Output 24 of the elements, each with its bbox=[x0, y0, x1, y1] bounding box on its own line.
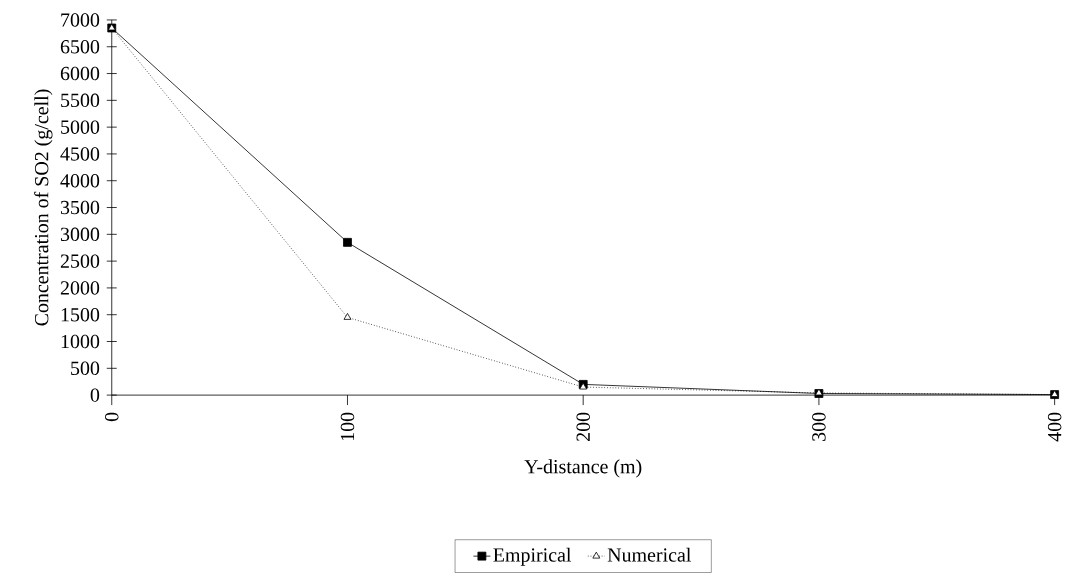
x-tick-label: 300 bbox=[812, 412, 826, 442]
y-axis-title: Concentration of SO2 (g/cell) bbox=[34, 89, 53, 326]
y-tick-label: 0 bbox=[90, 388, 100, 402]
x-tick-label: 200 bbox=[576, 412, 590, 442]
y-tick-label: 3000 bbox=[60, 227, 100, 242]
y-tick-label: 5000 bbox=[61, 120, 100, 135]
y-tick-label: 7000 bbox=[61, 13, 100, 27]
y-tick-label: 6000 bbox=[60, 66, 100, 81]
y-tick-label: 6500 bbox=[60, 40, 100, 54]
y-tick-label: 4000 bbox=[60, 174, 100, 188]
legend-label: Numerical bbox=[607, 547, 691, 562]
y-tick-label: 3500 bbox=[60, 200, 100, 215]
legend-label: Empirical bbox=[493, 547, 572, 566]
x-tick-label: 0 bbox=[105, 412, 119, 422]
y-tick-label: 1000 bbox=[61, 334, 100, 349]
y-tick-label: 4500 bbox=[60, 147, 100, 161]
y-tick-label: 2500 bbox=[60, 254, 100, 269]
x-tick-label: 400 bbox=[1047, 412, 1062, 442]
y-tick-label: 500 bbox=[71, 361, 100, 376]
y-tick-label: 2000 bbox=[60, 281, 100, 295]
y-tick-label: 1500 bbox=[61, 308, 100, 322]
y-tick-label: 5500 bbox=[61, 93, 100, 108]
x-tick-label: 100 bbox=[340, 412, 355, 441]
x-axis-title: Y-distance (m) bbox=[524, 459, 642, 478]
